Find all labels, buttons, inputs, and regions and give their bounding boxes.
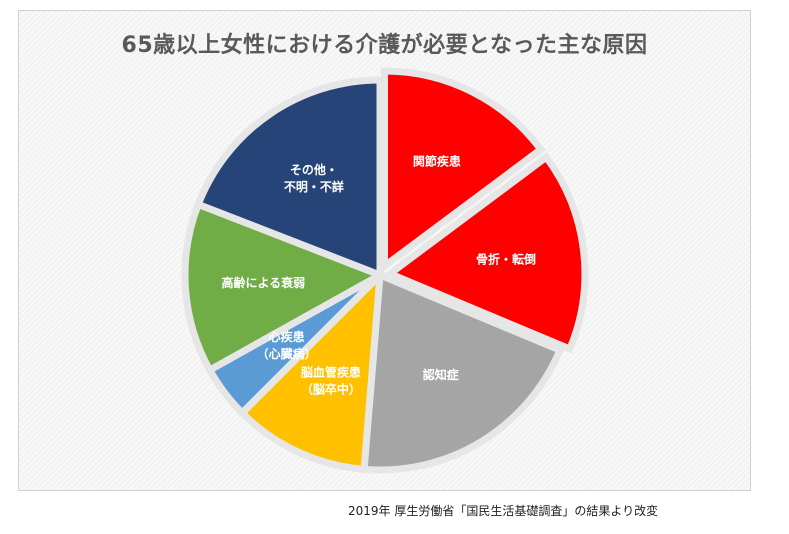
pie-slice	[382, 152, 589, 354]
pie-slice	[181, 199, 389, 375]
pie-slice	[193, 76, 384, 281]
pie-slice	[360, 269, 565, 474]
slice-label: 高齢による衰弱	[221, 275, 305, 290]
source-note: 2019年 厚生労働省「国民生活基礎調査」の結果より改変	[348, 504, 659, 518]
slice-label: 関節疾患	[413, 153, 461, 168]
chart-title: 65歳以上女性における介護が必要となった主な原因	[121, 33, 648, 58]
pie-slice	[380, 67, 546, 274]
slice-label: その他・不明・不詳	[284, 162, 344, 194]
pie-slice	[237, 265, 385, 474]
slice-label: 脳血管疾患（脳卒中）	[301, 365, 361, 397]
slice-label: 認知症	[423, 367, 459, 382]
slice-label: 心疾患（心臓病）	[257, 329, 317, 361]
slice-label: 骨折・転倒	[476, 251, 536, 266]
pie-slices	[181, 67, 589, 474]
